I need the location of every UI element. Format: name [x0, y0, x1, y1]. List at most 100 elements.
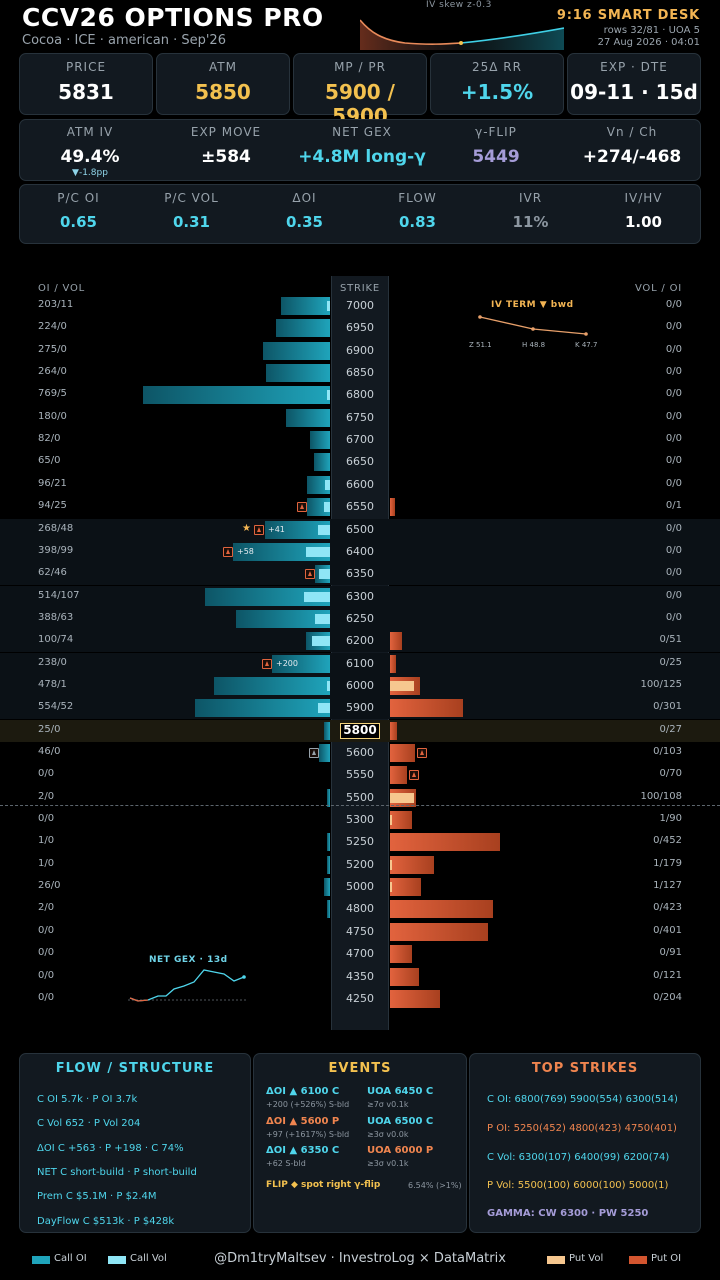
strike-label[interactable]: 6500 — [346, 522, 374, 536]
strike-label[interactable]: 6100 — [346, 656, 374, 670]
put-oi-bar — [390, 855, 434, 874]
strike-label[interactable]: 6650 — [346, 455, 374, 469]
flip-event: FLIP ◆ spot right γ-flip — [266, 1180, 381, 1190]
strike-label[interactable]: 4350 — [346, 969, 374, 983]
call-oi-vol-label: 264/0 — [38, 366, 67, 378]
call-vol-bar — [324, 479, 330, 490]
strike-label[interactable]: 5500 — [346, 790, 374, 804]
strike-label[interactable]: 6400 — [346, 544, 374, 558]
put-vol-legend: Put Vol — [569, 1253, 604, 1264]
strike-label[interactable]: 6850 — [346, 366, 374, 380]
row-highlight — [0, 652, 720, 675]
strike-label[interactable]: 4250 — [346, 991, 374, 1005]
strike-label[interactable]: 4750 — [346, 924, 374, 938]
put-oi-bar — [390, 744, 416, 762]
call-oi-bar — [265, 364, 330, 383]
strike-label[interactable]: 5900 — [346, 701, 374, 715]
strike-label[interactable]: 7000 — [346, 299, 374, 312]
row-highlight — [0, 563, 720, 586]
delta-oi-marker — [297, 502, 307, 513]
strike-label[interactable]: 5200 — [346, 857, 374, 871]
flow-line-3: ΔOI C +563 · P +198 · C 74% — [37, 1143, 184, 1154]
call-oi-vol-label: 0/0 — [38, 813, 55, 825]
strike-label[interactable]: 5550 — [346, 768, 374, 782]
delta-oi-label: ΔOI — [292, 191, 317, 205]
call-oi-vol-label: 62/46 — [38, 567, 67, 579]
event-doi-1-detail: +200 (+526%) S-bld — [266, 1100, 350, 1109]
call-oi-vol-label: 388/63 — [38, 611, 74, 623]
call-oi-bar — [280, 297, 330, 315]
strike-label[interactable]: 6750 — [346, 410, 374, 424]
strike-label[interactable]: 6200 — [346, 634, 374, 648]
strike-label[interactable]: 5000 — [346, 880, 374, 894]
iv-hv-value: 1.00 — [624, 213, 662, 231]
call-vol-bar — [304, 591, 330, 602]
strike-label[interactable]: 6550 — [346, 500, 374, 514]
vol-oi-header: VOL / OI — [634, 283, 682, 294]
net-gex-label: NET GEX — [332, 125, 392, 139]
event-uoa-2-detail: ≥3σ v0.0k — [367, 1130, 409, 1139]
net-gex-value: +4.8M long-γ — [298, 147, 426, 167]
put-vol-swatch — [547, 1256, 565, 1264]
exp-move-stat: EXP MOVE ±584 — [156, 125, 296, 167]
strike-label[interactable]: 6900 — [346, 343, 374, 357]
put-vol-bar — [390, 680, 414, 691]
exp-move-label: EXP MOVE — [190, 125, 262, 139]
atm-strike-label[interactable]: 5800 — [340, 722, 380, 739]
put-vol-oi-label: 0/51 — [659, 634, 682, 646]
price-label: PRICE — [65, 60, 107, 74]
strike-label[interactable]: 6700 — [346, 433, 374, 447]
put-vol-oi-label: 0/1 — [665, 500, 682, 512]
row-highlight — [0, 674, 720, 697]
put-vol-oi-label: 0/27 — [659, 723, 682, 735]
call-vol-bar — [327, 301, 330, 311]
event-doi-1: ΔOI ▲ 6100 C — [266, 1086, 340, 1097]
flow-line-4: NET C short-build · P short-build — [37, 1167, 197, 1178]
top-put-vol: P Vol: 5500(100) 6000(100) 5000(1) — [487, 1180, 669, 1191]
pc-oi-value: 0.65 — [59, 213, 97, 231]
put-vol-oi-label: 0/91 — [659, 947, 682, 959]
strike-label[interactable]: 6250 — [346, 611, 374, 625]
put-oi-bar — [390, 654, 397, 673]
gamma-flip-value: 5449 — [472, 147, 520, 167]
instrument-subtitle: Cocoa · ICE · american · Sep'26 — [22, 33, 226, 48]
strike-label[interactable]: 5300 — [346, 813, 374, 827]
strike-label[interactable]: 6000 — [346, 678, 374, 692]
call-vol-bar — [327, 390, 330, 401]
strike-label[interactable]: 4700 — [346, 947, 374, 961]
row-highlight — [0, 607, 720, 630]
strike-label[interactable]: 6350 — [346, 567, 374, 581]
rr-card: 25Δ RR +1.5% — [430, 53, 564, 115]
put-oi-bar — [390, 833, 500, 852]
stats-panel-1: ATM IV 49.4% ▼-1.8pp EXP MOVE ±584 NET G… — [19, 119, 701, 181]
strike-label[interactable]: 6800 — [346, 388, 374, 402]
event-doi-3-detail: +62 S-bld — [266, 1159, 306, 1168]
call-vol-bar — [318, 569, 330, 580]
strike-label[interactable]: 4800 — [346, 902, 374, 916]
strike-label[interactable]: 6950 — [346, 321, 374, 335]
put-oi-bar — [390, 721, 397, 740]
put-oi-bar — [390, 900, 493, 919]
put-oi-bar — [390, 498, 395, 517]
delta-oi-marker — [309, 748, 319, 758]
gamma-walls: GAMMA: CW 6300 · PW 5250 — [487, 1208, 649, 1219]
star-icon: ★ — [242, 522, 251, 534]
ivr-label: IVR — [518, 191, 543, 205]
call-oi-bar — [310, 431, 330, 450]
flip-event-pct: 6.54% (>1%) — [408, 1181, 462, 1190]
app-title: CCV26 OPTIONS PRO — [22, 3, 324, 32]
put-oi-bar — [390, 811, 412, 830]
event-uoa-3-detail: ≥3σ v0.1k — [367, 1159, 409, 1168]
strike-label[interactable]: 5600 — [346, 746, 374, 759]
put-vol-oi-label: 0/25 — [659, 656, 682, 668]
strike-label[interactable]: 6600 — [346, 477, 374, 491]
call-oi-vol-label: 1/0 — [38, 835, 55, 847]
strike-label[interactable]: 5250 — [346, 835, 374, 849]
call-oi-vol-label: 224/0 — [38, 321, 67, 333]
strike-label[interactable]: 6300 — [346, 589, 374, 603]
put-vol-oi-label: 0/401 — [653, 924, 682, 936]
iv-term-chart — [478, 315, 588, 336]
event-doi-2-detail: +97 (+1617%) S-bld — [266, 1130, 350, 1139]
ivr-value: 11% — [512, 213, 549, 231]
call-oi-bar — [314, 453, 330, 472]
